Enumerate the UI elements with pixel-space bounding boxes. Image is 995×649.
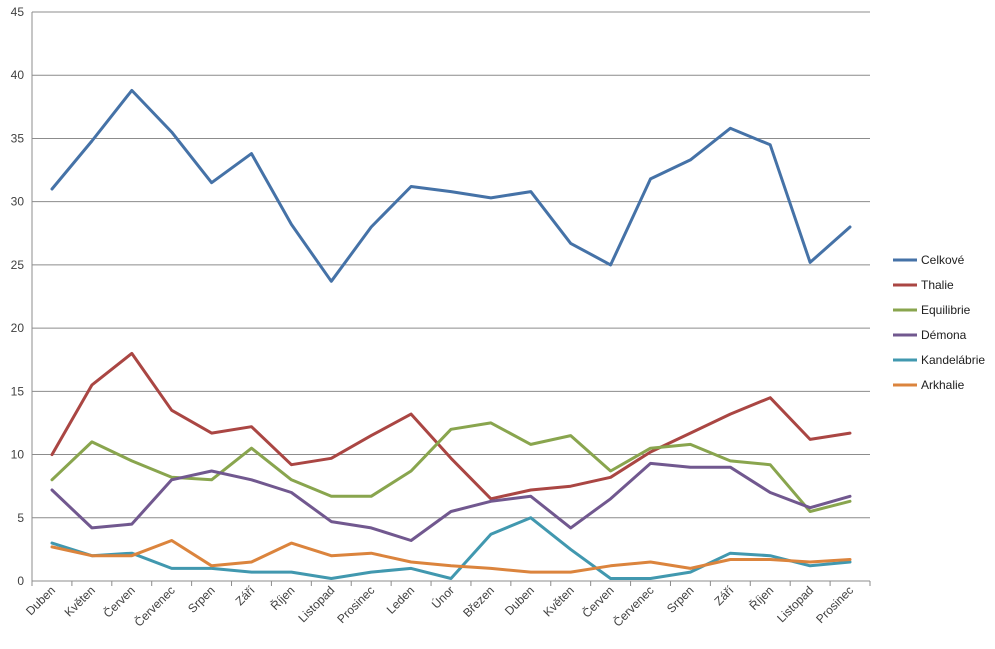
series-line: [50, 539, 852, 574]
x-tick-label: Červenec: [610, 583, 657, 630]
x-tick-label: Květen: [62, 583, 98, 619]
x-tick-label: Červenec: [131, 583, 178, 630]
legend-label: Thalie: [921, 278, 954, 292]
y-tick-label: 35: [11, 131, 25, 145]
series-line: [50, 88, 852, 283]
x-tick-label: Září: [233, 583, 258, 608]
legend-label: Démona: [921, 328, 967, 342]
y-tick-label: 45: [11, 5, 25, 19]
x-tick-label: Srpen: [664, 583, 697, 616]
series-line: [50, 516, 852, 580]
x-tick-label: Prosinec: [813, 583, 856, 626]
legend: Celkové Thalie Equilibrie Démona Kandelábrie…: [893, 253, 985, 392]
series-lines: [50, 88, 852, 580]
series-line: [50, 351, 852, 501]
x-tick-label: Říjen: [267, 583, 297, 613]
legend-label: Celkové: [921, 253, 965, 267]
x-tick-label: Leden: [384, 583, 417, 616]
x-tick-label: Říjen: [746, 583, 776, 613]
x-tick-label: Duben: [23, 583, 58, 618]
x-tick-label: Listopad: [774, 583, 816, 625]
y-tick-label: 5: [17, 511, 24, 525]
x-tick-label: Listopad: [295, 583, 337, 625]
x-tick-label: Únor: [428, 583, 457, 612]
legend-label: Arkhalie: [921, 378, 965, 392]
x-tick-label: Duben: [502, 583, 537, 618]
y-tick-label: 15: [11, 384, 25, 398]
y-tick-label: 20: [11, 321, 25, 335]
x-tick-label: Srpen: [185, 583, 218, 616]
y-tick-label: 30: [11, 195, 25, 209]
series-line: [50, 461, 852, 542]
x-tick-label: Prosinec: [334, 583, 377, 626]
y-tick-label: 0: [17, 574, 24, 588]
x-tick-label: Červen: [579, 583, 617, 621]
legend-label: Kandelábrie: [921, 353, 985, 367]
gridlines: [32, 11, 870, 519]
x-tick-label: Červen: [100, 583, 138, 621]
x-tick-label: Květen: [541, 583, 577, 619]
y-tick-label: 25: [11, 258, 25, 272]
y-tick-label: 10: [11, 448, 25, 462]
x-tick-label: Březen: [460, 583, 497, 620]
y-tick-label: 40: [11, 68, 25, 82]
x-tick-label: Září: [711, 583, 736, 608]
legend-label: Equilibrie: [921, 303, 971, 317]
